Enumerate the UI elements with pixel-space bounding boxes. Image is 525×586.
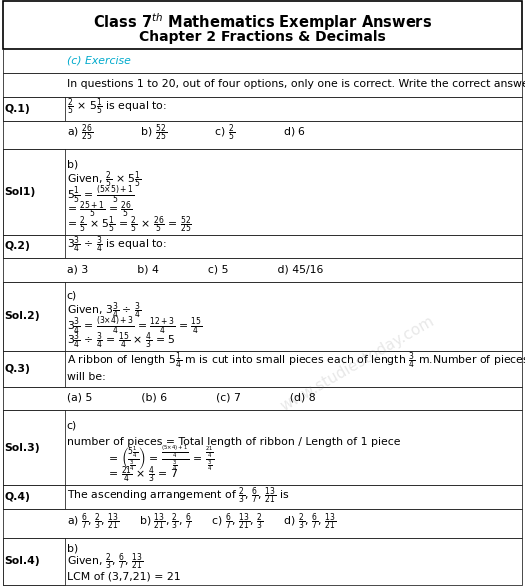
Bar [3, 149, 65, 234]
Text: = $\frac{21}{4}$ × $\frac{4}{3}$ = 7: = $\frac{21}{4}$ × $\frac{4}{3}$ = 7 [67, 464, 178, 486]
Text: 3$\frac{3}{4}$ = $\frac{(3×4)+3}{4}$ = $\frac{12+3}{4}$ = $\frac{15}{4}$: 3$\frac{3}{4}$ = $\frac{(3×4)+3}{4}$ = $… [67, 315, 202, 338]
Text: The ascending arrangement of $\frac{2}{3}$, $\frac{6}{7}$, $\frac{13}{21}$ is: The ascending arrangement of $\frac{2}{3… [67, 485, 289, 506]
Text: = $\left(\frac{5\frac{1}{4}}{\frac{3}{4}}\right)$ = $\frac{\frac{(5×4)+1}{4}}{\f: = $\left(\frac{5\frac{1}{4}}{\frac{3}{4}… [67, 444, 215, 473]
Text: Q.2): Q.2) [5, 241, 30, 251]
Text: 3$\frac{3}{4}$ ÷ $\frac{3}{4}$ is equal to:: 3$\frac{3}{4}$ ÷ $\frac{3}{4}$ is equal … [67, 234, 166, 256]
Text: Given, 3$\frac{3}{4}$ ÷ $\frac{3}{4}$: Given, 3$\frac{3}{4}$ ÷ $\frac{3}{4}$ [67, 300, 141, 322]
Text: c): c) [67, 421, 77, 431]
Text: will be:: will be: [67, 372, 106, 382]
Text: Q.3): Q.3) [5, 363, 30, 374]
Text: c): c) [67, 291, 77, 301]
Bar [3, 282, 65, 350]
Bar [3, 97, 522, 121]
Text: = $\frac{25+1}{5}$ = $\frac{26}{5}$: = $\frac{25+1}{5}$ = $\frac{26}{5}$ [67, 199, 132, 221]
Text: In questions 1 to 20, out of four options, only one is correct. Write the correc: In questions 1 to 20, out of four option… [67, 79, 525, 89]
Text: A ribbon of length 5$\frac{1}{4}$ m is cut into small pieces each of length $\fr: A ribbon of length 5$\frac{1}{4}$ m is c… [67, 350, 525, 372]
Text: Sol.3): Sol.3) [5, 443, 40, 453]
Text: www.studiestoday.com: www.studiestoday.com [277, 313, 437, 414]
Text: Chapter 2 Fractions & Decimals: Chapter 2 Fractions & Decimals [139, 30, 386, 45]
Bar [3, 350, 65, 387]
Bar [3, 258, 522, 282]
Text: (a) 5              (b) 6              (c) 7              (d) 8: (a) 5 (b) 6 (c) 7 (d) 8 [67, 393, 316, 403]
Text: a) 3              b) 4              c) 5              d) 45/16: a) 3 b) 4 c) 5 d) 45/16 [67, 264, 323, 274]
Bar [3, 485, 522, 509]
Bar [3, 538, 65, 585]
Text: number of pieces = Total length of ribbon / Length of 1 piece: number of pieces = Total length of ribbo… [67, 437, 400, 447]
Text: = $\frac{2}{5}$ × 5$\frac{1}{5}$ = $\frac{2}{5}$ × $\frac{26}{5}$ = $\frac{52}{2: = $\frac{2}{5}$ × 5$\frac{1}{5}$ = $\fra… [67, 214, 192, 236]
Bar [3, 234, 65, 258]
Text: Class 7$^{th}$ Mathematics Exemplar Answers: Class 7$^{th}$ Mathematics Exemplar Answ… [93, 12, 432, 33]
Bar [3, 97, 65, 121]
Bar [3, 282, 522, 350]
Bar [3, 410, 65, 485]
Text: Sol.4): Sol.4) [5, 557, 40, 567]
Text: b): b) [67, 544, 78, 554]
Text: Given, $\frac{2}{5}$ × 5$\frac{1}{5}$: Given, $\frac{2}{5}$ × 5$\frac{1}{5}$ [67, 169, 141, 190]
Text: Sol.2): Sol.2) [5, 311, 40, 321]
Text: b): b) [67, 160, 78, 170]
Bar [3, 149, 522, 234]
Text: 3$\frac{3}{4}$ ÷ $\frac{3}{4}$ = $\frac{15}{4}$ × $\frac{4}{3}$ = 5: 3$\frac{3}{4}$ ÷ $\frac{3}{4}$ = $\frac{… [67, 331, 175, 352]
Bar [3, 509, 522, 538]
Text: a) $\frac{6}{7}$, $\frac{2}{3}$, $\frac{13}{21}$      b) $\frac{13}{21}$, $\frac: a) $\frac{6}{7}$, $\frac{2}{3}$, $\frac{… [67, 512, 336, 533]
Bar [3, 350, 522, 387]
Bar [3, 485, 65, 509]
Text: 5$\frac{1}{5}$ = $\frac{(5×5)+1}{5}$: 5$\frac{1}{5}$ = $\frac{(5×5)+1}{5}$ [67, 183, 134, 206]
Bar [3, 73, 522, 97]
Text: Q.4): Q.4) [5, 492, 30, 502]
Bar [3, 121, 522, 149]
Text: $\frac{2}{5}$ × 5$\frac{1}{5}$ is equal to:: $\frac{2}{5}$ × 5$\frac{1}{5}$ is equal … [67, 97, 166, 118]
Text: (c) Exercise: (c) Exercise [67, 55, 131, 65]
Bar [3, 410, 522, 485]
Bar [3, 1, 522, 49]
Bar [3, 538, 522, 585]
Text: Given, $\frac{2}{3}$, $\frac{6}{7}$, $\frac{13}{21}$: Given, $\frac{2}{3}$, $\frac{6}{7}$, $\f… [67, 552, 143, 573]
Bar [3, 234, 522, 258]
Bar [3, 49, 522, 73]
Bar [3, 387, 522, 410]
Text: Q.1): Q.1) [5, 104, 30, 114]
Text: Sol1): Sol1) [5, 186, 36, 197]
Text: LCM of (3,7,21) = 21: LCM of (3,7,21) = 21 [67, 571, 180, 581]
Text: a) $\frac{26}{25}$              b) $\frac{52}{25}$              c) $\frac{2}{5}$: a) $\frac{26}{25}$ b) $\frac{52}{25}$ c)… [67, 122, 306, 144]
